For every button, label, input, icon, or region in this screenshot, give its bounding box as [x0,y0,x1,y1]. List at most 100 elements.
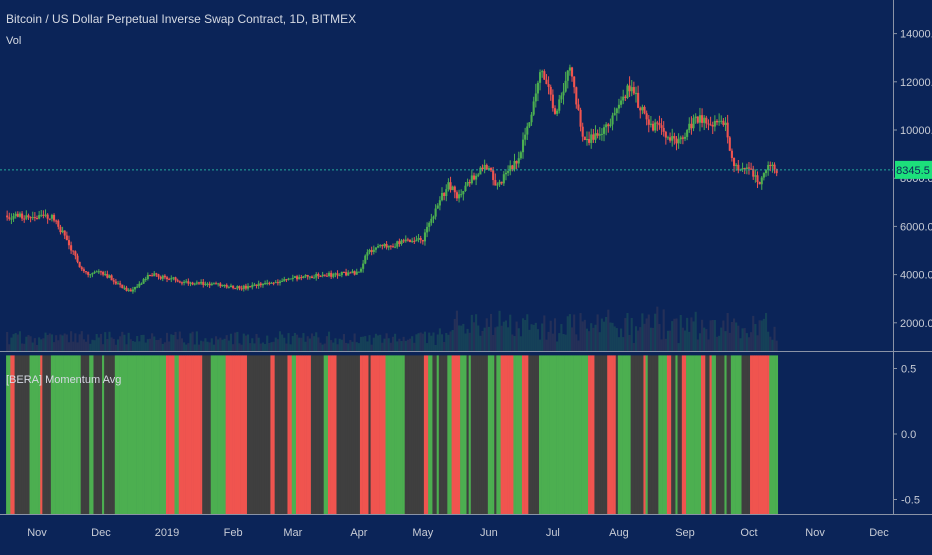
momentum-column [494,355,497,514]
volume-bar [419,332,422,351]
candle-body [771,164,774,167]
candle-body [210,283,213,286]
volume-bar [692,321,695,351]
momentum-column [229,355,233,514]
volume-bar [575,334,578,351]
momentum-column [14,355,18,514]
momentum-column [562,355,565,514]
volume-bar [588,331,591,351]
volume-bar [187,343,190,351]
volume-bar [620,328,623,351]
momentum-column [671,355,674,514]
candle-body [575,87,578,105]
volume-bar [637,330,640,351]
momentum-column [40,355,43,514]
momentum-column [747,355,751,514]
momentum-column [564,355,568,514]
time-axis[interactable]: Nov Dec 2019 Feb Mar Apr May Jun Jul Aug Sep Oct Nov… [27,527,889,539]
volume-bar [558,333,561,351]
momentum-column [754,355,757,514]
volume-bar [249,343,252,351]
candle-body [745,167,748,169]
candle-body [423,232,427,242]
candle-body [219,283,222,287]
momentum-column [289,355,293,514]
momentum-column [669,355,672,514]
volume-bar [449,331,452,351]
candle-body [95,271,98,273]
volume-bar [408,338,412,351]
candle-body [59,226,62,233]
candle-body [99,271,102,273]
momentum-column [33,355,37,514]
momentum-column [411,355,414,514]
momentum-column [728,355,732,514]
momentum-column [161,355,165,514]
candle-body [142,279,145,284]
price-axis[interactable]: 2000.04000.06000.08000.010000.012000.014… [893,29,932,330]
candle-body [675,138,678,144]
momentum-column [12,355,15,514]
momentum-column [568,355,572,514]
candle-body [620,100,623,105]
candle-body [366,252,369,256]
momentum-column [649,355,653,514]
momentum-column [632,355,636,514]
momentum-column [35,355,39,514]
candle-body [70,245,73,251]
momentum-column [219,355,222,514]
momentum-column [391,355,395,514]
time-tick-label: Mar [283,527,302,539]
candle-body [622,96,625,101]
candle-body [577,104,580,110]
volume-bar [764,312,768,351]
volume-bar [264,344,267,351]
volume-bar [219,337,222,351]
candle-body [590,134,593,143]
candle-body [325,275,328,277]
volume-bar [485,318,488,351]
volume-bar [180,338,184,351]
candle-body [283,279,286,281]
candle-body [287,278,290,280]
candle-body [206,283,209,285]
candle-body [308,276,311,278]
momentum-column [214,355,218,514]
momentum-column [362,355,365,514]
candle-body [44,214,47,216]
candle-body [583,136,586,141]
candle-body [23,218,26,220]
volume-bar [735,322,738,351]
oscillator-axis[interactable]: 0.5 0.0 -0.5 [893,364,920,507]
volume-bar [690,317,693,351]
time-tick-label: Dec [869,527,889,539]
volume-bar [377,335,380,351]
momentum-column [46,355,50,514]
momentum-column [351,355,354,514]
volume-bar [703,327,706,351]
momentum-column [447,355,450,514]
momentum-column [470,355,474,514]
candle-body [21,213,24,219]
volume-bar [59,334,62,351]
candle-body [602,127,606,134]
momentum-column [370,355,374,514]
momentum-column [223,355,226,514]
volume-bar [694,311,697,351]
volume-bar [327,331,331,351]
momentum-column [735,355,738,514]
volume-bar [191,331,194,351]
candle-body [545,79,548,85]
candle-body [773,164,776,170]
momentum-column [436,355,440,514]
volume-bar [319,342,322,351]
volume-bar [475,314,478,351]
volume-bar [317,337,320,351]
momentum-column [347,355,350,514]
volume-bar [583,319,586,351]
volume-bar [229,333,233,351]
volume-bar [553,318,557,351]
momentum-column [624,355,627,514]
